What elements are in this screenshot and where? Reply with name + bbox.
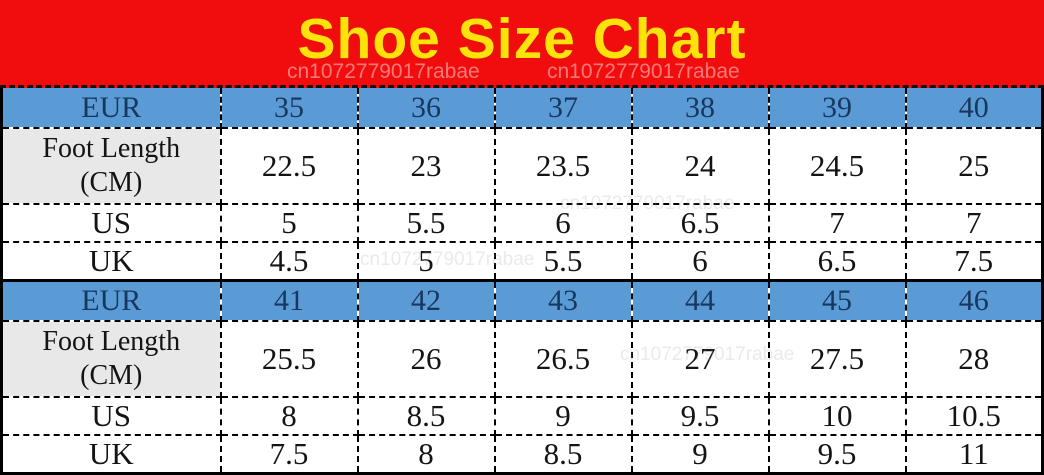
eur-size-cell: 44 bbox=[630, 279, 770, 322]
table-row-eur: EUR 41 42 43 44 45 46 bbox=[0, 279, 1044, 322]
foot-length-cell: 28 bbox=[904, 319, 1044, 398]
uk-size-cell: 5 bbox=[356, 241, 496, 282]
us-size-cell: 7 bbox=[904, 203, 1044, 243]
eur-size-cell: 39 bbox=[767, 88, 907, 129]
shoe-size-table: EUR 35 36 37 38 39 40 Foot Length (CM) 2… bbox=[0, 88, 1044, 475]
us-size-cell: 9 bbox=[493, 395, 633, 436]
foot-length-cell: 24.5 bbox=[767, 127, 907, 205]
us-size-cell: 8 bbox=[219, 395, 359, 436]
row-label-line: Foot Length bbox=[42, 133, 181, 164]
foot-length-cell: 26.5 bbox=[493, 319, 633, 398]
uk-size-cell: 7.5 bbox=[904, 241, 1044, 282]
eur-size-cell: 42 bbox=[356, 279, 496, 322]
uk-size-cell: 9.5 bbox=[767, 433, 907, 474]
uk-size-cell: 11 bbox=[904, 433, 1044, 474]
row-label-cell: Foot Length (CM) bbox=[0, 319, 222, 398]
eur-size-cell: 46 bbox=[904, 279, 1044, 322]
table-row-us: US 8 8.5 9 9.5 10 10.5 bbox=[0, 395, 1044, 436]
table-row-eur: EUR 35 36 37 38 39 40 bbox=[0, 88, 1044, 129]
eur-size-cell: 37 bbox=[493, 88, 633, 129]
foot-length-cell: 22.5 bbox=[219, 127, 359, 205]
uk-size-cell: 6 bbox=[630, 241, 770, 282]
foot-length-cell: 25 bbox=[904, 127, 1044, 205]
foot-length-cell: 23 bbox=[356, 127, 496, 205]
us-size-cell: 6 bbox=[493, 203, 633, 243]
eur-size-cell: 35 bbox=[219, 88, 359, 129]
table-row-foot-length: Foot Length (CM) 22.5 23 23.5 24 24.5 25 bbox=[0, 127, 1044, 205]
row-label-line: Foot Length bbox=[42, 325, 181, 357]
uk-size-cell: 8.5 bbox=[493, 433, 633, 474]
row-label-cell: EUR bbox=[0, 279, 222, 322]
eur-size-cell: 41 bbox=[219, 279, 359, 322]
us-size-cell: 6.5 bbox=[630, 203, 770, 243]
foot-length-cell: 23.5 bbox=[493, 127, 633, 205]
table-row-foot-length: Foot Length (CM) 25.5 26 26.5 27 27.5 28 bbox=[0, 319, 1044, 398]
us-size-cell: 5.5 bbox=[356, 203, 496, 243]
eur-size-cell: 43 bbox=[493, 279, 633, 322]
row-label-cell: UK bbox=[0, 433, 222, 474]
row-label-cell: UK bbox=[0, 241, 222, 282]
foot-length-cell: 27 bbox=[630, 319, 770, 398]
row-label-cell: Foot Length (CM) bbox=[0, 127, 222, 205]
foot-length-cell: 24 bbox=[630, 127, 770, 205]
uk-size-cell: 4.5 bbox=[219, 241, 359, 282]
eur-size-cell: 38 bbox=[630, 88, 770, 129]
table-row-uk: UK 4.5 5 5.5 6 6.5 7.5 bbox=[0, 241, 1044, 282]
page-title: Shoe Size Chart bbox=[297, 7, 747, 71]
us-size-cell: 10 bbox=[767, 395, 907, 436]
us-size-cell: 10.5 bbox=[904, 395, 1044, 436]
uk-size-cell: 7.5 bbox=[219, 433, 359, 474]
eur-size-cell: 45 bbox=[767, 279, 907, 322]
banner: Shoe Size Chart cn1072779017rabae cn1072… bbox=[0, 0, 1044, 88]
table-row-us: US 5 5.5 6 6.5 7 7 bbox=[0, 203, 1044, 243]
us-size-cell: 8.5 bbox=[356, 395, 496, 436]
uk-size-cell: 8 bbox=[356, 433, 496, 474]
uk-size-cell: 9 bbox=[630, 433, 770, 474]
us-size-cell: 5 bbox=[219, 203, 359, 243]
uk-size-cell: 6.5 bbox=[767, 241, 907, 282]
row-label-cell: EUR bbox=[0, 88, 222, 129]
row-label-cell: US bbox=[0, 203, 222, 243]
foot-length-cell: 25.5 bbox=[219, 319, 359, 398]
table-row-uk: UK 7.5 8 8.5 9 9.5 11 bbox=[0, 433, 1044, 474]
foot-length-cell: 26 bbox=[356, 319, 496, 398]
us-size-cell: 9.5 bbox=[630, 395, 770, 436]
row-label-line: (CM) bbox=[80, 167, 143, 198]
row-label-line: (CM) bbox=[80, 359, 143, 391]
uk-size-cell: 5.5 bbox=[493, 241, 633, 282]
foot-length-cell: 27.5 bbox=[767, 319, 907, 398]
eur-size-cell: 40 bbox=[904, 88, 1044, 129]
us-size-cell: 7 bbox=[767, 203, 907, 243]
eur-size-cell: 36 bbox=[356, 88, 496, 129]
row-label-cell: US bbox=[0, 395, 222, 436]
